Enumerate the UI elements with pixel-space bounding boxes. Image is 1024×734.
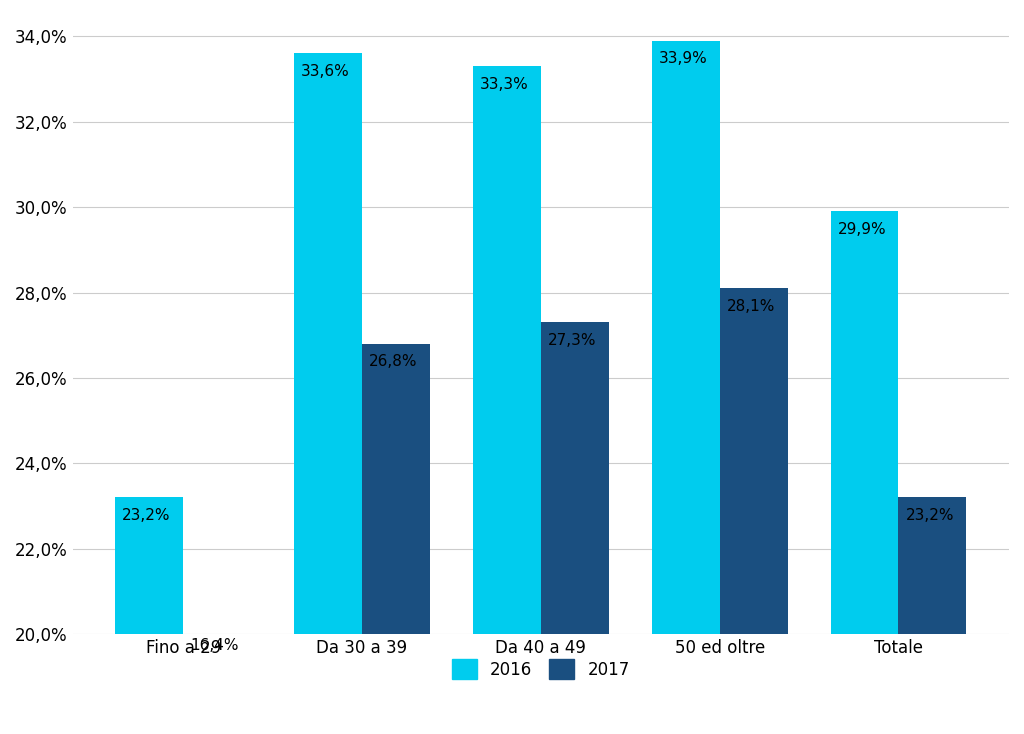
Text: 23,2%: 23,2% [122, 508, 171, 523]
Bar [541, 322, 608, 634]
Bar [830, 211, 898, 634]
Bar [294, 54, 361, 634]
Text: 33,6%: 33,6% [301, 64, 350, 79]
Bar [473, 66, 541, 634]
Text: 26,8%: 26,8% [369, 355, 418, 369]
Bar [361, 344, 430, 634]
Text: 33,3%: 33,3% [480, 77, 528, 92]
Text: 27,3%: 27,3% [548, 333, 596, 348]
Legend: 2016, 2017: 2016, 2017 [443, 651, 638, 688]
Text: 23,2%: 23,2% [905, 508, 954, 523]
Text: 16,4%: 16,4% [190, 639, 239, 653]
Text: 33,9%: 33,9% [658, 51, 708, 66]
Bar [720, 288, 787, 634]
Bar [115, 498, 183, 634]
Bar [898, 498, 967, 634]
Text: 29,9%: 29,9% [838, 222, 887, 237]
Text: 28,1%: 28,1% [727, 299, 775, 314]
Bar [651, 40, 720, 634]
